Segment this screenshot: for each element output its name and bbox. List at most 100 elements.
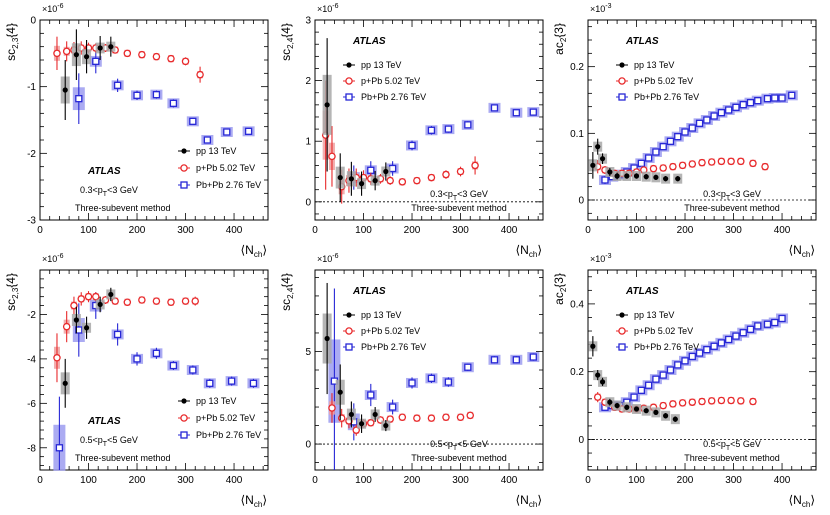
pp-point [324, 102, 330, 108]
x-tick-label: 400 [501, 225, 518, 236]
y-axis-label-main: sc [4, 49, 18, 61]
pp-point [599, 379, 606, 385]
pbpb-point [427, 126, 436, 134]
pp-point [590, 343, 596, 349]
ppb-point [328, 404, 336, 412]
pbpb-point [444, 125, 453, 133]
pbpb-point [367, 391, 375, 399]
pbpb-point [408, 379, 416, 387]
kin-sub: T [103, 191, 108, 198]
pp-point [653, 174, 659, 180]
kinematic-range: 0.5<pT<5 GeV [430, 439, 488, 452]
ppb-point [456, 413, 465, 421]
pbpb-point [778, 94, 786, 102]
x-tick-label: 200 [129, 475, 146, 486]
series-pp [322, 38, 391, 202]
pbpb-point [732, 332, 740, 340]
kinematic-range: 0.3<pT<3 GeV [703, 189, 761, 202]
exponent-power: -6 [332, 3, 338, 10]
x-tick-label: 100 [355, 225, 372, 236]
series-pbpb [72, 49, 255, 145]
x-axis-label-tail: ⟩ [262, 243, 267, 257]
pbpb-point [203, 136, 212, 144]
kin-prefix: 0.3<p [430, 189, 453, 199]
y-tick-label: 5 [305, 347, 311, 358]
x-axis-label-main: ⟨N [789, 493, 802, 507]
ppb-point [367, 419, 375, 427]
y-tick-label: -6 [27, 399, 36, 410]
pbpb-point [601, 176, 609, 184]
ppb-point [678, 399, 687, 407]
pbpb-point [113, 330, 122, 339]
ppb-point [727, 157, 735, 166]
legend-marker-pp [181, 148, 187, 154]
pbpb-point [659, 143, 667, 151]
pbpb-point [75, 95, 83, 103]
exponent-label: ×10-6 [317, 253, 339, 264]
y-tick-label: -3 [27, 216, 36, 227]
method-label: Three-subevent method [684, 453, 780, 463]
ppb-point [442, 170, 450, 179]
pbpb-point [710, 342, 718, 350]
kinematic-range: 0.5<pT<5 GeV [80, 435, 138, 448]
pbpb-point [659, 371, 667, 379]
y-axis-label-sub: 2,4 [286, 37, 295, 49]
legend: pp 13 TeV p+Pb 5.02 TeV Pb+Pb 2.76 TeV [178, 146, 261, 190]
x-axis-label: ⟨Nch⟩ [241, 243, 268, 259]
panel-sc23_low: 0 100 200 300 400-3-2-10×10-6sc2,3{4}⟨Nch⟩AT… [4, 3, 269, 259]
pp-point [607, 169, 613, 175]
y-axis-label-main: ac [552, 42, 566, 55]
y-axis-label-tail: {4} [4, 273, 18, 288]
ppb-point [328, 152, 336, 161]
legend-label-pbpb: Pb+Pb 2.76 TeV [634, 342, 699, 352]
y-axis-label: ac2{3} [552, 23, 568, 55]
x-tick-label: 0 [37, 225, 43, 236]
legend-marker-pbpb [345, 343, 353, 351]
legend-label-pp: pp 13 TeV [634, 310, 674, 320]
y-axis-label-main: ac [552, 292, 566, 305]
legend-label-pp: pp 13 TeV [361, 310, 401, 320]
pbpb-point [227, 377, 236, 385]
panel-sc24_low: 0 100 200 300 4000123×10-6sc2,4{4}⟨Nch⟩ATLAS… [279, 3, 544, 259]
pbpb-point [703, 116, 711, 124]
ppb-point [688, 398, 697, 406]
y-tick-label: -1 [27, 82, 36, 93]
pbpb-point [512, 356, 520, 364]
pp-point [337, 174, 343, 181]
y-tick-label: 0.2 [570, 367, 584, 378]
method-label: Three-subevent method [75, 203, 171, 213]
ppb-point [717, 396, 726, 405]
kin-suffix: <5 GeV [730, 439, 761, 449]
atlas-label: ATLAS [87, 166, 121, 177]
y-tick-label: -4 [27, 354, 36, 365]
y-axis-label-main: sc [279, 299, 293, 311]
kin-suffix: <3 GeV [107, 185, 138, 195]
pbpb-point [717, 109, 726, 117]
ppb-point [678, 161, 687, 170]
ppb-point [466, 411, 474, 420]
ppb-point [167, 54, 175, 63]
pbpb-point [771, 318, 779, 327]
exponent-label: ×10-6 [317, 3, 339, 14]
x-axis-label: ⟨Nch⟩ [516, 493, 543, 509]
pbpb-point [754, 97, 762, 105]
y-axis-label: sc2,3{4} [4, 273, 20, 311]
pbpb-point [427, 374, 436, 382]
ppb-point [737, 157, 745, 166]
pp-point [624, 173, 630, 179]
y-tick-label: 0.2 [570, 62, 584, 73]
pp-point [614, 173, 620, 179]
x-tick-label: 300 [725, 475, 742, 486]
y-tick-label: 0 [30, 16, 36, 27]
atlas-label: ATLAS [625, 36, 659, 47]
x-axis-label-sub: ch [254, 500, 262, 509]
x-tick-label: 100 [355, 475, 372, 486]
pbpb-point [388, 403, 397, 411]
pbpb-point [666, 366, 675, 374]
x-axis-label-main: ⟨N [516, 493, 529, 507]
y-axis-label-tail: {3} [552, 23, 566, 38]
pbpb-point [674, 133, 682, 141]
pbpb-point [778, 314, 786, 323]
ppb-point [669, 400, 677, 408]
pbpb-point [695, 119, 704, 127]
